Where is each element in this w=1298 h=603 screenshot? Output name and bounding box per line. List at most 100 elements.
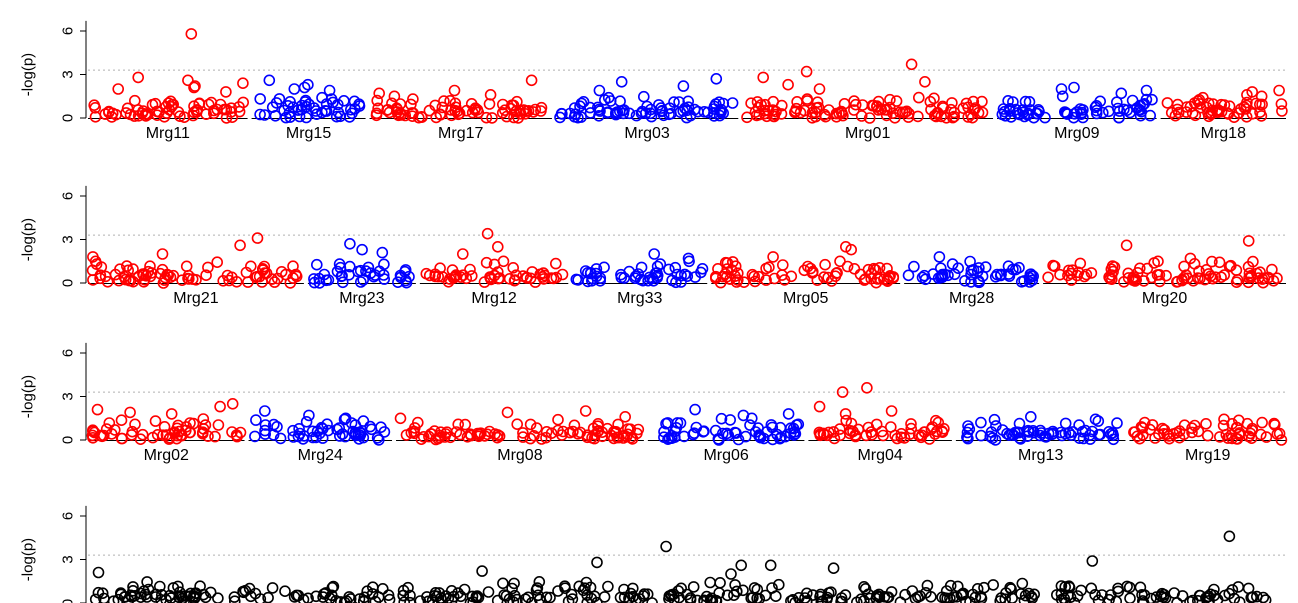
data-point [226,397,239,410]
data-point [967,263,980,276]
data-point [920,586,932,599]
data-point [813,400,826,413]
chromosome-label-mrg23: Mrg23 [339,290,384,307]
data-point [848,262,861,275]
y-tick-label: 0 [60,436,77,444]
data-point [532,589,544,602]
data-point [480,256,493,269]
data-point [746,268,759,281]
y-tick-label: 3 [60,70,77,78]
data-point [190,273,202,286]
data-point [196,427,209,440]
data-point [854,268,867,281]
data-point [722,429,735,442]
data-point [895,427,908,440]
data-point [388,90,401,103]
data-point [672,585,685,597]
data-point [1266,263,1278,276]
data-point [588,432,601,445]
data-point [880,109,893,122]
data-point [370,107,383,120]
chromosome-label-mrg17: Mrg17 [438,125,483,142]
data-point [1025,410,1037,423]
chromosome-label-mrg28: Mrg28 [949,290,994,307]
data-point [134,433,147,446]
data-point [299,94,312,107]
data-point [237,586,250,599]
data-point [212,419,225,431]
data-point [221,269,234,282]
data-point [138,273,151,286]
chromosome-label-mrg11: Mrg11 [146,125,190,142]
data-point [684,592,697,603]
data-point [834,255,846,268]
data-point [1255,90,1268,103]
data-point [766,582,778,594]
data-point [258,267,271,279]
data-point [522,105,535,117]
data-point [292,589,305,602]
data-point [1271,428,1284,440]
data-point [887,107,899,119]
data-point [511,593,523,603]
data-point [237,77,249,89]
data-point [651,269,664,282]
data-point [517,270,529,282]
data-point [574,100,586,112]
data-point [549,257,562,270]
data-point [902,269,915,282]
data-point [1260,431,1273,443]
data-point [905,418,917,430]
data-point [973,262,985,274]
data-point [617,432,630,444]
data-point [877,429,889,442]
data-point [775,99,788,112]
data-point [180,260,193,273]
data-point [338,95,350,107]
data-point [536,271,549,283]
data-point [630,593,642,603]
data-point [212,592,224,603]
data-point [115,414,128,427]
data-point [1120,239,1133,252]
data-point [962,111,975,123]
data-point [344,593,357,603]
data-point [367,270,380,283]
data-point [1223,530,1236,543]
data-point [493,430,506,442]
data-point [303,98,315,111]
data-point [760,110,773,123]
data-point [830,111,843,123]
data-point [478,276,491,288]
data-point [925,423,938,435]
data-point [1275,98,1288,110]
data-point [760,262,772,275]
data-point [445,109,458,122]
data-point [754,431,767,444]
data-point [1068,108,1081,120]
data-point [407,93,419,105]
y-tick-label: 6 [60,27,77,35]
data-point [164,271,177,284]
data-point [1221,107,1234,119]
data-point [394,412,407,425]
data-point [646,597,658,603]
data-point [635,261,648,274]
data-point [188,590,200,602]
data-point [863,112,876,124]
data-point [915,431,927,444]
data-point [806,589,819,601]
data-point [878,273,890,286]
data-point [178,111,191,123]
data-point [819,258,831,271]
data-point [554,111,566,124]
data-point [378,273,391,285]
data-point [619,410,632,423]
data-point [731,274,744,286]
data-point [530,584,543,596]
data-point [1124,106,1136,119]
chromosome-label-mrg01: Mrg01 [845,125,890,142]
data-point [127,263,139,275]
data-point [1055,580,1068,592]
chromosome-label-mrg12: Mrg12 [471,290,516,307]
